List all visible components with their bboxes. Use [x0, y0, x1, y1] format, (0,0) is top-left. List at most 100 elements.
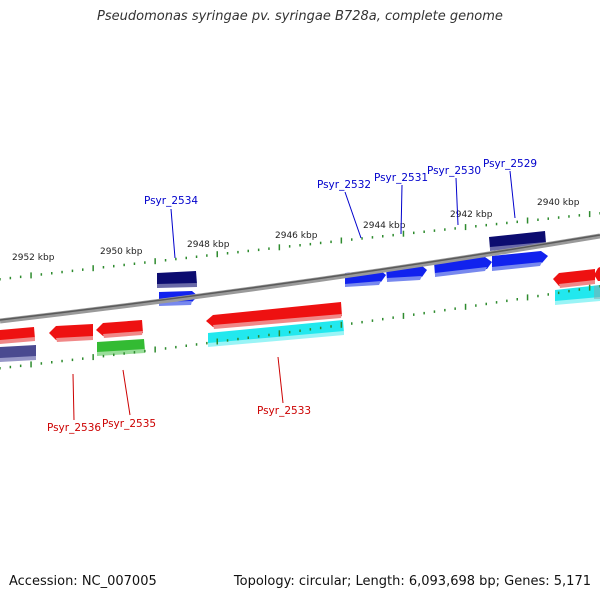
minor-tick [19, 364, 22, 368]
leader-line [344, 191, 362, 239]
minor-tick [164, 259, 167, 262]
gene-right-cyan[interactable] [555, 285, 600, 305]
major-tick [526, 294, 529, 301]
minor-tick [0, 278, 1, 281]
minor-tick [9, 276, 12, 280]
gene-psyr-2535-cds[interactable] [97, 339, 145, 356]
accession-label: Accession: NC_007005 [9, 574, 157, 589]
gene-label-psyr-2531[interactable]: Psyr_2531 [374, 172, 428, 184]
tick-label: 2942 kbp [450, 210, 493, 220]
minor-tick [506, 221, 508, 225]
major-tick [464, 224, 467, 231]
tick-label: 2944 kbp [363, 221, 406, 231]
minor-tick [433, 310, 436, 313]
minor-tick [237, 337, 239, 341]
minor-tick [578, 214, 581, 217]
minor-tick [206, 341, 208, 345]
gene-psyr-2536[interactable] [49, 324, 93, 342]
minor-tick [413, 313, 415, 316]
minor-tick [454, 227, 456, 230]
minor-tick [0, 367, 1, 370]
major-tick [216, 251, 218, 258]
minor-tick [133, 262, 136, 265]
minor-tick [185, 256, 187, 260]
minor-tick [495, 301, 498, 304]
minor-tick [195, 343, 198, 346]
minor-tick [485, 302, 487, 306]
minor-tick [257, 335, 260, 338]
major-tick [154, 346, 156, 353]
gene-label-psyr-2536[interactable]: Psyr_2536 [47, 422, 101, 434]
minor-tick [195, 255, 198, 258]
gene-labels: Psyr_2534 Psyr_2532 Psyr_2531 Psyr_2530 … [47, 158, 537, 434]
gene-right-red[interactable] [553, 267, 600, 288]
minor-tick [361, 237, 363, 240]
minor-tick [392, 316, 394, 319]
gene-label-psyr-2530[interactable]: Psyr_2530 [427, 165, 481, 177]
minor-tick [319, 326, 322, 330]
scale-ruler [0, 211, 600, 370]
minor-tick [51, 272, 53, 275]
minor-tick [433, 229, 436, 232]
minor-tick [40, 362, 43, 365]
major-tick [402, 230, 405, 237]
minor-tick [82, 357, 84, 360]
tick-label: 2952 kbp [12, 253, 55, 263]
minor-tick [288, 330, 291, 334]
minor-tick [9, 365, 12, 369]
minor-tick [144, 349, 146, 353]
gene-label-psyr-2535[interactable]: Psyr_2535 [102, 418, 156, 430]
minor-tick [113, 264, 115, 268]
major-tick [278, 330, 281, 337]
minor-tick [288, 245, 291, 248]
gene-left-red[interactable] [0, 327, 35, 344]
minor-tick [444, 308, 446, 312]
major-tick [588, 284, 591, 291]
minor-tick [247, 249, 249, 253]
gene-label-psyr-2532[interactable]: Psyr_2532 [317, 179, 371, 191]
minor-tick [557, 291, 560, 295]
page-title: Pseudomonas syringae pv. syringae B728a,… [97, 9, 503, 24]
gene-left-slate[interactable] [0, 345, 36, 362]
leader-line [277, 356, 284, 404]
minor-tick [175, 257, 177, 261]
minor-tick [330, 325, 332, 328]
gene-psyr-2529-arrow[interactable] [492, 251, 548, 271]
leader-line [72, 373, 75, 421]
gene-psyr-2533-arrow[interactable] [206, 302, 342, 329]
minor-tick [268, 333, 270, 337]
minor-tick [475, 225, 477, 228]
minor-tick [361, 320, 363, 324]
genome-summary-label: Topology: circular; Length: 6,093,698 bp… [233, 574, 591, 589]
minor-tick [516, 220, 518, 224]
minor-tick [61, 359, 63, 363]
gene-psyr-2535-arrow[interactable] [96, 320, 143, 338]
gene-track-reverse [0, 267, 600, 362]
minor-tick [247, 336, 249, 339]
minor-tick [102, 266, 105, 269]
minor-tick [319, 241, 322, 245]
leader-line [122, 369, 131, 416]
minor-tick [19, 275, 22, 279]
minor-tick [185, 344, 187, 347]
gene-label-psyr-2533[interactable]: Psyr_2533 [257, 405, 311, 417]
major-tick [216, 338, 218, 345]
scale-labels: 2952 kbp 2950 kbp 2948 kbp 2946 kbp 2944… [12, 198, 580, 263]
minor-tick [299, 329, 301, 332]
gene-psyr-2529-cds[interactable] [489, 231, 546, 251]
gene-psyr-2533-cds[interactable] [208, 320, 344, 347]
minor-tick [392, 233, 394, 237]
minor-tick [164, 347, 167, 350]
gene-psyr-2534-cds[interactable] [157, 271, 197, 288]
minor-tick [123, 263, 125, 267]
gene-label-psyr-2529[interactable]: Psyr_2529 [483, 158, 537, 170]
gene-label-psyr-2534[interactable]: Psyr_2534 [144, 195, 198, 207]
major-tick [340, 321, 343, 328]
minor-tick [506, 299, 508, 303]
minor-tick [423, 230, 425, 233]
minor-tick [371, 236, 374, 239]
minor-tick [71, 269, 74, 273]
minor-tick [330, 240, 332, 244]
